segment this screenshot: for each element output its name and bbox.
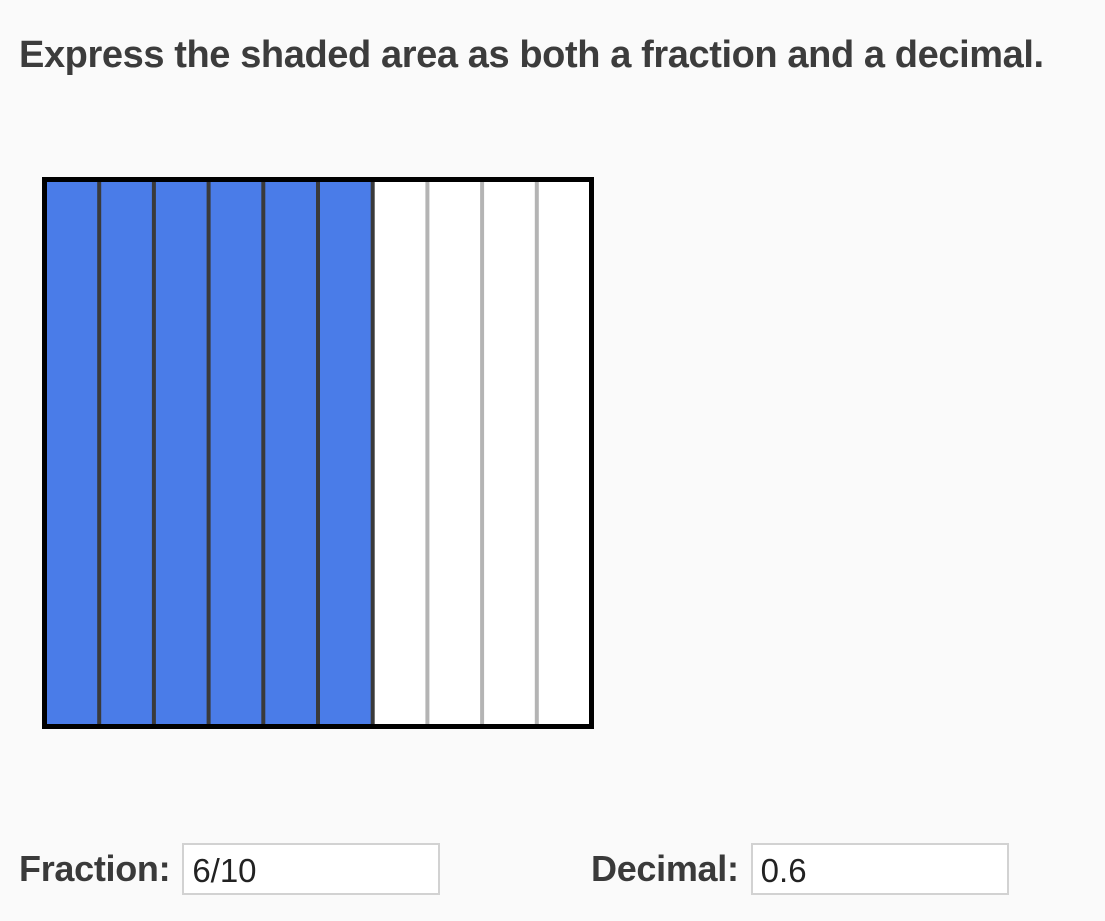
shaded-strip	[208, 179, 264, 727]
grid-border	[42, 177, 594, 729]
decimal-label: Decimal:	[591, 848, 739, 889]
unshaded-strip	[536, 179, 592, 727]
unshaded-strip	[482, 179, 537, 727]
decimal-answer-row: Decimal:	[591, 841, 1009, 897]
fraction-label: Fraction:	[19, 848, 171, 889]
decimal-input[interactable]	[750, 843, 1009, 895]
question-text: Express the shaded area as both a fracti…	[19, 34, 1044, 76]
fraction-answer-row: Fraction:	[19, 841, 441, 897]
shaded-strip	[44, 179, 100, 727]
fraction-model-svg	[42, 177, 594, 729]
shaded-strip	[318, 179, 373, 727]
fraction-model-grid	[42, 177, 594, 729]
shaded-strip	[263, 179, 318, 727]
shaded-strip	[153, 179, 209, 727]
shaded-strip	[99, 179, 154, 727]
fraction-input[interactable]	[182, 843, 441, 895]
unshaded-strip	[427, 179, 483, 727]
unshaded-strip	[372, 179, 428, 727]
